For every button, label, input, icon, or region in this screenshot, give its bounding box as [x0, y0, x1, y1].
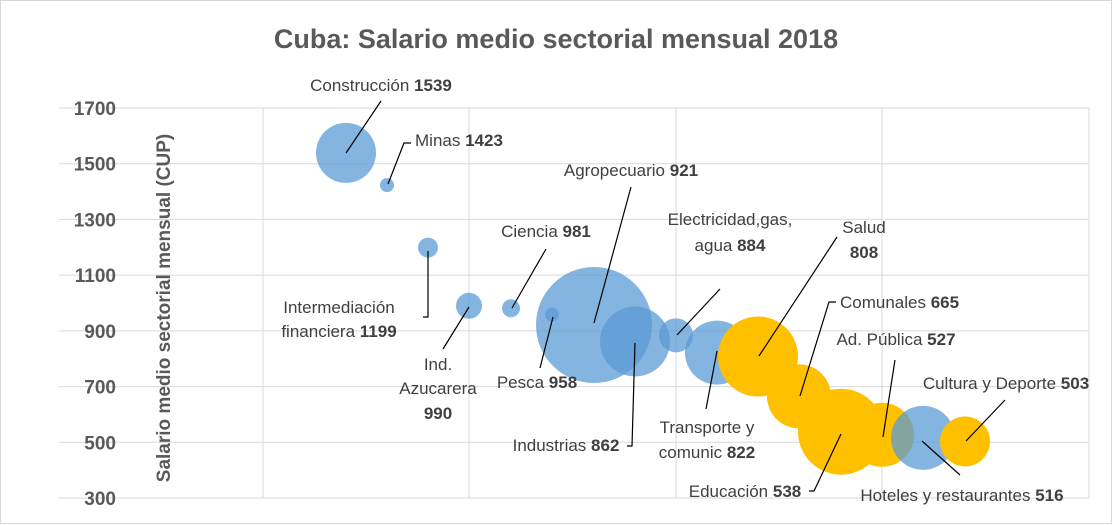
data-label: Construcción 1539	[310, 76, 452, 95]
leader-line	[539, 316, 554, 369]
data-label-name: Salud	[842, 218, 885, 237]
data-label-value: 884	[737, 236, 766, 255]
leader-line	[921, 440, 961, 476]
leader-line	[882, 359, 896, 438]
data-label-value: 665	[931, 293, 959, 312]
y-tick-label: 1700	[74, 99, 116, 120]
leader-lines	[345, 100, 1006, 492]
data-label-name: comunic	[659, 443, 727, 462]
data-label: Ad. Pública 527	[836, 330, 955, 349]
y-tick-label: 1100	[75, 266, 116, 287]
data-label-value: 1539	[414, 76, 452, 95]
data-label: Cultura y Deporte 503	[923, 374, 1089, 393]
data-label-name: Ciencia	[501, 222, 562, 241]
data-label-value: 538	[773, 482, 801, 501]
leader-line	[423, 251, 429, 318]
bubble-hoteles-y-restaurantes	[891, 405, 955, 470]
y-tick-label: 900	[84, 322, 116, 343]
data-label: agua 884	[695, 236, 766, 255]
data-label: Electricidad,gas,	[668, 210, 793, 229]
data-label-name: Industrias	[513, 436, 591, 455]
data-label-name: Electricidad,gas,	[668, 210, 793, 229]
data-label: Comunales 665	[840, 293, 959, 312]
data-label-value: 527	[927, 330, 955, 349]
data-label: 808	[850, 243, 878, 262]
data-label-name: agua	[695, 236, 738, 255]
y-tick-label: 300	[84, 489, 116, 510]
data-label-value: 503	[1061, 374, 1089, 393]
data-label-name: Transporte y	[660, 418, 755, 437]
bubble-intermediaci-n-financiera	[418, 237, 438, 258]
data-label-value: 822	[727, 443, 755, 462]
leader-line	[593, 186, 632, 324]
data-label-name: Hoteles y restaurantes	[860, 486, 1035, 505]
data-label-name: financiera	[281, 322, 359, 341]
data-label-value: 1423	[465, 131, 503, 150]
leader-line	[705, 350, 718, 410]
data-label: Intermediación	[283, 298, 395, 317]
bubble-ciencia	[502, 299, 520, 318]
data-label: Transporte y	[660, 418, 755, 437]
data-label: comunic 822	[659, 443, 755, 462]
data-label-value: 1199	[360, 322, 397, 341]
data-label-name: Minas	[415, 131, 465, 150]
data-label-name: Ad. Pública	[836, 330, 927, 349]
data-label-value: 921	[670, 161, 698, 180]
data-label-name: Pesca	[497, 373, 549, 392]
bubble-minas	[380, 178, 394, 193]
data-label-name: Educación	[689, 482, 773, 501]
data-label-name: Intermediación	[283, 298, 395, 317]
data-label-name: Construcción	[310, 76, 414, 95]
leader-line	[345, 100, 382, 154]
leader-line	[511, 248, 547, 309]
leader-line	[758, 236, 838, 357]
y-axis-label: Salario medio sectorial mensual (CUP)	[154, 134, 175, 482]
bubble-industrias	[600, 306, 670, 377]
data-label: Minas 1423	[415, 131, 503, 150]
data-label-name: Ind.	[424, 355, 452, 374]
leader-line	[799, 301, 836, 397]
data-label-name: Agropecuario	[564, 161, 670, 180]
data-label: Hoteles y restaurantes 516	[860, 486, 1063, 505]
y-tick-label: 1500	[74, 155, 116, 176]
data-label-value: 990	[424, 404, 452, 423]
data-label: Ciencia 981	[501, 222, 591, 241]
data-label: Educación 538	[689, 482, 802, 501]
data-label: Pesca 958	[497, 373, 577, 392]
chart-title: Cuba: Salario medio sectorial mensual 20…	[274, 24, 838, 54]
y-tick-labels: 300 500 700 900 1100 1300 1500 1700	[74, 99, 116, 510]
data-label-value: 516	[1035, 486, 1063, 505]
data-labels: Construcción 1539 Minas 1423 Intermediació…	[281, 76, 1089, 505]
y-tick-label: 500	[84, 433, 116, 454]
data-label: 990	[424, 404, 452, 423]
data-label: financiera 1199	[281, 322, 396, 341]
leader-line	[387, 142, 411, 185]
data-label-value: 981	[563, 222, 591, 241]
data-label-value: 862	[591, 436, 619, 455]
leader-line	[442, 306, 470, 350]
data-label: Industrias 862	[513, 436, 620, 455]
data-label: Ind.	[424, 355, 452, 374]
data-label-value: 958	[549, 373, 577, 392]
bubble-ind-azucarera	[456, 292, 482, 319]
data-label: Agropecuario 921	[564, 161, 698, 180]
data-label-name: Cultura y Deporte	[923, 374, 1061, 393]
data-label: Azucarera	[399, 379, 477, 398]
leader-line	[627, 342, 636, 447]
leader-line	[965, 399, 1006, 442]
data-label-name: Azucarera	[399, 379, 477, 398]
data-label: Salud	[842, 218, 885, 237]
data-label-name: Comunales	[840, 293, 931, 312]
leader-line	[676, 288, 721, 336]
y-tick-label: 700	[84, 378, 116, 399]
data-label-value: 808	[850, 243, 878, 262]
leader-line	[809, 433, 842, 492]
y-tick-label: 1300	[74, 210, 116, 231]
